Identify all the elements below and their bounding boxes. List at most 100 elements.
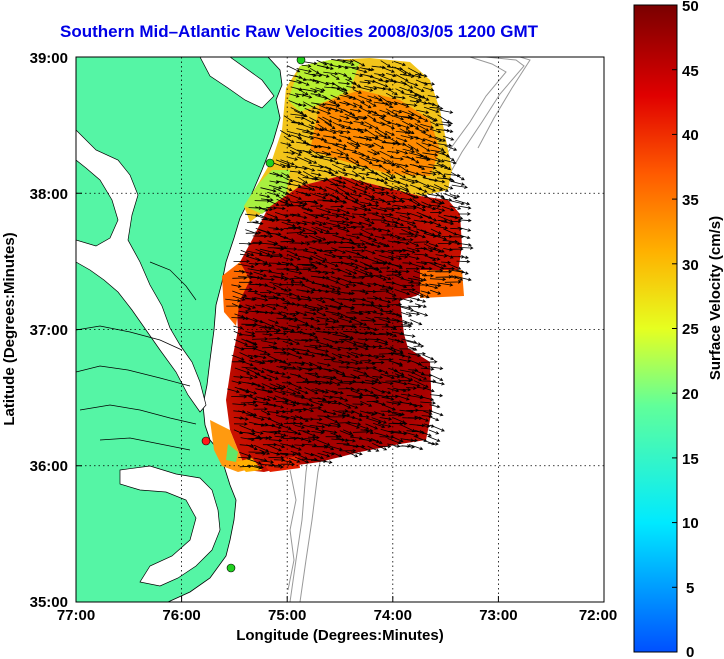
velocity-arrow xyxy=(336,179,347,185)
velocity-arrow xyxy=(304,311,317,316)
velocity-arrow xyxy=(387,438,402,445)
velocity-arrow xyxy=(317,452,331,458)
velocity-arrow xyxy=(378,95,393,105)
velocity-arrow xyxy=(422,214,438,222)
velocity-arrow xyxy=(253,271,268,278)
velocity-arrow xyxy=(377,179,389,185)
velocity-arrow xyxy=(324,416,339,423)
velocity-arrow xyxy=(283,257,294,262)
velocity-arrow xyxy=(350,310,364,316)
velocity-arrow xyxy=(378,164,391,173)
velocity-arrow xyxy=(241,306,252,311)
velocity-arrow xyxy=(288,156,299,161)
velocity-arrow xyxy=(372,375,384,379)
tick-marks xyxy=(75,56,605,603)
velocity-arrow xyxy=(360,299,375,305)
velocity-arrow xyxy=(295,221,308,226)
velocity-arrow xyxy=(325,261,339,268)
velocity-arrow xyxy=(429,106,444,111)
velocity-arrow xyxy=(273,458,286,462)
velocity-arrow xyxy=(444,185,454,190)
velocity-arrow xyxy=(324,232,340,236)
velocity-arrow xyxy=(346,352,359,358)
velocity-arrow xyxy=(302,367,314,371)
velocity-arrow xyxy=(443,266,456,271)
velocity-arrow xyxy=(345,268,358,275)
velocity-arrow xyxy=(310,172,322,177)
velocity-arrow xyxy=(407,277,424,283)
velocity-arrow xyxy=(365,331,377,336)
velocity-arrow xyxy=(372,295,383,301)
velocity-arrow xyxy=(254,304,266,308)
velocity-arrow xyxy=(248,318,259,323)
velocity-arrow xyxy=(266,213,279,219)
velocity-arrow xyxy=(408,444,424,451)
velocity-arrow xyxy=(414,136,426,142)
velocity-arrow xyxy=(399,215,412,220)
velocity-arrow xyxy=(296,156,313,164)
velocity-arrow xyxy=(266,395,277,401)
velocity-arrow xyxy=(310,204,324,208)
velocity-arrow xyxy=(287,382,303,390)
velocity-arrow xyxy=(287,250,299,257)
velocity-arrow xyxy=(344,214,356,219)
velocity-arrow xyxy=(338,261,355,266)
velocity-arrow xyxy=(402,298,414,303)
velocity-arrow xyxy=(294,215,308,220)
velocity-arrow xyxy=(288,457,301,463)
velocity-arrow xyxy=(392,436,404,443)
velocity-arrow xyxy=(331,390,344,395)
velocity-arrow xyxy=(310,88,325,93)
velocity-arrow xyxy=(451,184,468,189)
velocity-arrow xyxy=(297,248,309,252)
velocity-arrow xyxy=(399,128,409,134)
velocity-arrow xyxy=(332,339,345,344)
velocity-arrow xyxy=(253,407,268,411)
velocity-arrow xyxy=(286,65,301,73)
velocity-arrow xyxy=(350,451,363,456)
velocity-arrow xyxy=(427,115,438,122)
velocity-arrow xyxy=(371,218,387,223)
velocity-arrow xyxy=(357,424,370,430)
velocity-arrow xyxy=(297,267,312,272)
velocity-arrow xyxy=(322,66,334,70)
velocity-arrow xyxy=(302,361,314,367)
velocity-arrow xyxy=(401,103,418,107)
velocity-arrow xyxy=(254,359,266,365)
velocity-arrow xyxy=(343,74,353,80)
velocity-arrow xyxy=(420,247,434,253)
velocity-arrow xyxy=(301,290,315,294)
velocity-arrow xyxy=(357,245,368,250)
velocity-arrow xyxy=(310,400,324,407)
velocity-arrow xyxy=(364,428,374,435)
velocity-arrow xyxy=(430,210,443,215)
velocity-arrow xyxy=(260,234,274,238)
velocity-arrow xyxy=(415,114,429,122)
velocity-arrow xyxy=(343,185,357,193)
velocity-arrow xyxy=(322,156,338,161)
velocity-arrow xyxy=(359,221,372,227)
velocity-arrow xyxy=(451,171,465,181)
velocity-arrow xyxy=(392,220,405,227)
velocity-arrow xyxy=(301,94,313,99)
velocity-arrow xyxy=(302,431,317,437)
velocity-arrow xyxy=(266,289,282,297)
velocity-arrow xyxy=(330,73,340,80)
velocity-arrow xyxy=(345,361,360,365)
velocity-arrow xyxy=(373,305,384,311)
velocity-arrow xyxy=(343,166,357,170)
velocity-arrow xyxy=(401,445,415,449)
velocity-arrow xyxy=(308,338,320,343)
velocity-arrow xyxy=(371,110,385,119)
velocity-arrow xyxy=(266,374,279,380)
velocity-arrow xyxy=(245,231,262,235)
velocity-arrow xyxy=(400,220,416,225)
station-marker-mid xyxy=(265,158,275,168)
velocity-arrow xyxy=(252,240,263,244)
velocity-arrow xyxy=(401,378,412,383)
velocity-arrow xyxy=(330,193,340,199)
velocity-arrow xyxy=(443,129,454,133)
velocity-arrow xyxy=(359,215,371,221)
velocity-arrow xyxy=(406,312,421,316)
velocity-arrow xyxy=(294,348,311,353)
